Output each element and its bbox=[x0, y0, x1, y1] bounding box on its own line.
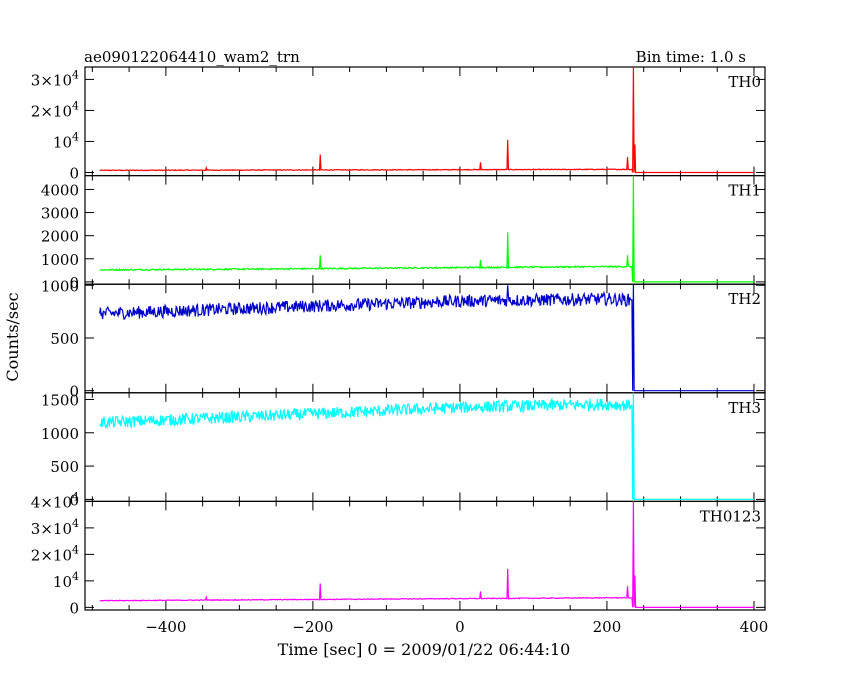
y-tick-label: 2×104 bbox=[31, 543, 79, 564]
y-tick-label: 3×104 bbox=[31, 68, 79, 89]
y-tick-label: 3×104 bbox=[31, 517, 79, 538]
panel-th3: 0 500 1000 1500 TH3 bbox=[41, 391, 766, 509]
y-axis-label: Counts/sec bbox=[3, 292, 22, 381]
y-tick-label: 3000 bbox=[41, 205, 79, 223]
x-tick-label: −400 bbox=[145, 618, 186, 636]
y-tick-label: 2×104 bbox=[31, 99, 79, 120]
panel-th2: 0 500 1000 TH2 bbox=[41, 277, 766, 401]
y-tick-label: 1000 bbox=[41, 425, 79, 443]
y-tick-label: 1000 bbox=[41, 277, 79, 295]
panel-frame bbox=[84, 392, 766, 502]
y-tick-label: 4000 bbox=[41, 181, 79, 199]
y-tick-label: 1500 bbox=[41, 391, 79, 409]
chart-title: ae090122064410_wam2_trn bbox=[84, 48, 300, 66]
x-axis: −400 −200 0 200 400 bbox=[145, 618, 768, 636]
y-tick-label: 1000 bbox=[41, 251, 79, 269]
x-tick-label: 400 bbox=[740, 618, 769, 636]
panel-label: TH0123 bbox=[700, 507, 761, 525]
y-tick-label: 0 bbox=[69, 383, 79, 401]
panel-frame bbox=[84, 66, 766, 177]
y-tick-label: 2000 bbox=[41, 228, 79, 246]
panel-th0: 0 104 2×104 3×104 TH0 bbox=[31, 66, 766, 182]
panel-label: TH1 bbox=[728, 182, 761, 200]
y-tick-label: 0 bbox=[69, 491, 79, 509]
series-th2 bbox=[99, 284, 754, 392]
y-tick-label: 104 bbox=[53, 570, 79, 591]
series-th1 bbox=[99, 175, 754, 283]
y-tick-label: 500 bbox=[50, 330, 79, 348]
y-tick-label: 500 bbox=[50, 458, 79, 476]
series-th0 bbox=[99, 66, 754, 174]
x-axis-label: Time [sec] 0 = 2009/01/22 06:44:10 bbox=[278, 640, 571, 659]
series-th0123 bbox=[99, 501, 754, 608]
panel-frame bbox=[84, 500, 766, 611]
panel-label: TH2 bbox=[728, 290, 761, 308]
x-tick-label: 0 bbox=[455, 618, 465, 636]
x-tick-label: 200 bbox=[593, 618, 622, 636]
bin-time-label: Bin time: 1.0 s bbox=[636, 48, 746, 66]
y-tick-label: 4×104 bbox=[31, 490, 79, 511]
panel-label: TH0 bbox=[728, 73, 761, 91]
panel-label: TH3 bbox=[728, 399, 761, 417]
y-tick-label: 0 bbox=[69, 599, 79, 617]
y-tick-label: 0 bbox=[69, 164, 79, 182]
y-tick-label: 0 bbox=[69, 274, 79, 292]
series-th3 bbox=[99, 392, 754, 500]
y-tick-label: 104 bbox=[53, 130, 79, 151]
x-tick-label: −200 bbox=[292, 618, 333, 636]
panel-th0123: 0 104 2×104 3×104 4×104 TH0123 bbox=[31, 490, 766, 617]
